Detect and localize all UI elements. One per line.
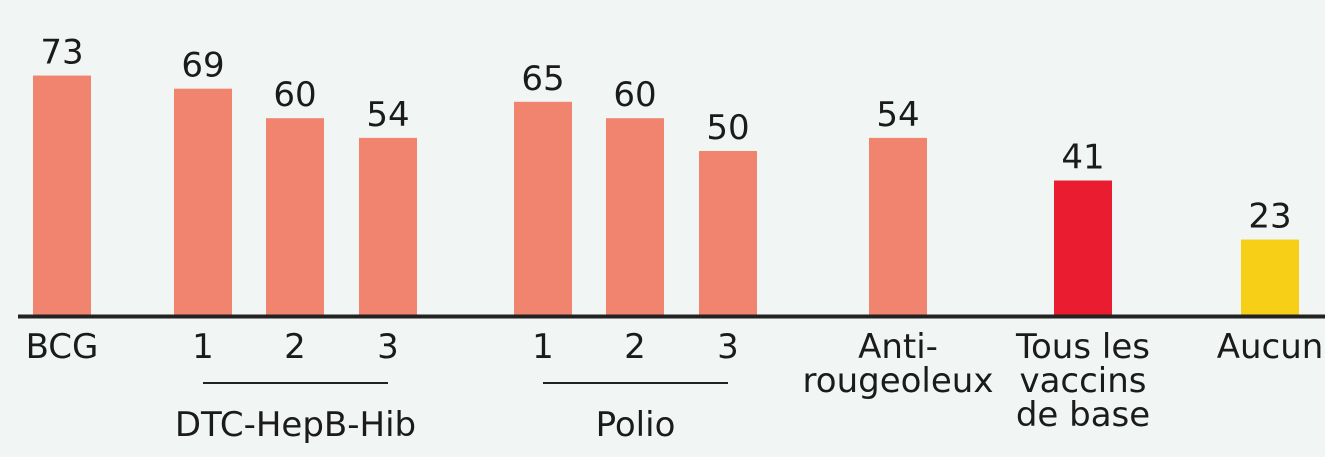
- x-tick-label-line: 2: [284, 327, 306, 367]
- x-tick-label-line: vaccins: [1019, 361, 1146, 401]
- x-tick-label: 2: [284, 327, 306, 367]
- group-label: DTC-HepB-Hib: [175, 405, 416, 445]
- bar: [699, 151, 757, 315]
- x-tick-label: 3: [717, 327, 739, 367]
- bar-value-label: 54: [876, 95, 919, 135]
- x-tick-label-line: Anti-: [858, 327, 938, 367]
- bar-value-label: 54: [366, 95, 409, 135]
- x-tick-label-line: 1: [532, 327, 554, 367]
- bar-value-label: 23: [1248, 197, 1291, 237]
- x-tick-label: BCG: [26, 327, 99, 367]
- x-tick-label: 2: [624, 327, 646, 367]
- x-tick-label-line: 1: [192, 327, 214, 367]
- bar: [1241, 239, 1299, 315]
- bar: [359, 137, 417, 315]
- x-tick-label: Aucun: [1217, 327, 1324, 367]
- x-tick-label-line: Aucun: [1217, 327, 1324, 367]
- x-tick-label: Anti-rougeoleux: [803, 327, 994, 401]
- bar-value-label: 50: [706, 108, 749, 148]
- bar-value-label: 60: [613, 75, 656, 115]
- x-tick-label-line: 3: [717, 327, 739, 367]
- group-label: Polio: [596, 405, 676, 445]
- bar-value-label: 69: [181, 46, 224, 86]
- x-tick-label-line: BCG: [26, 327, 99, 367]
- x-tick-label-line: de base: [1016, 395, 1150, 435]
- x-tick-label-line: rougeoleux: [803, 361, 994, 401]
- bar: [514, 101, 572, 315]
- x-tick-label: 3: [377, 327, 399, 367]
- bar: [174, 88, 232, 316]
- bar: [869, 137, 927, 315]
- bar-value-label: 60: [273, 75, 316, 115]
- bar: [266, 118, 324, 315]
- x-tick-label-line: Tous les: [1015, 327, 1150, 367]
- x-tick-label-line: 3: [377, 327, 399, 367]
- bar: [1054, 180, 1112, 315]
- x-tick-label: 1: [192, 327, 214, 367]
- bar-value-label: 73: [40, 33, 83, 73]
- x-tick-label: 1: [532, 327, 554, 367]
- bar: [33, 75, 91, 315]
- bar: [606, 118, 664, 315]
- x-tick-label-line: 2: [624, 327, 646, 367]
- x-tick-label: Tous les vaccins de base: [1015, 327, 1150, 435]
- bar-value-label: 65: [521, 59, 564, 99]
- bar-value-label: 41: [1061, 138, 1104, 178]
